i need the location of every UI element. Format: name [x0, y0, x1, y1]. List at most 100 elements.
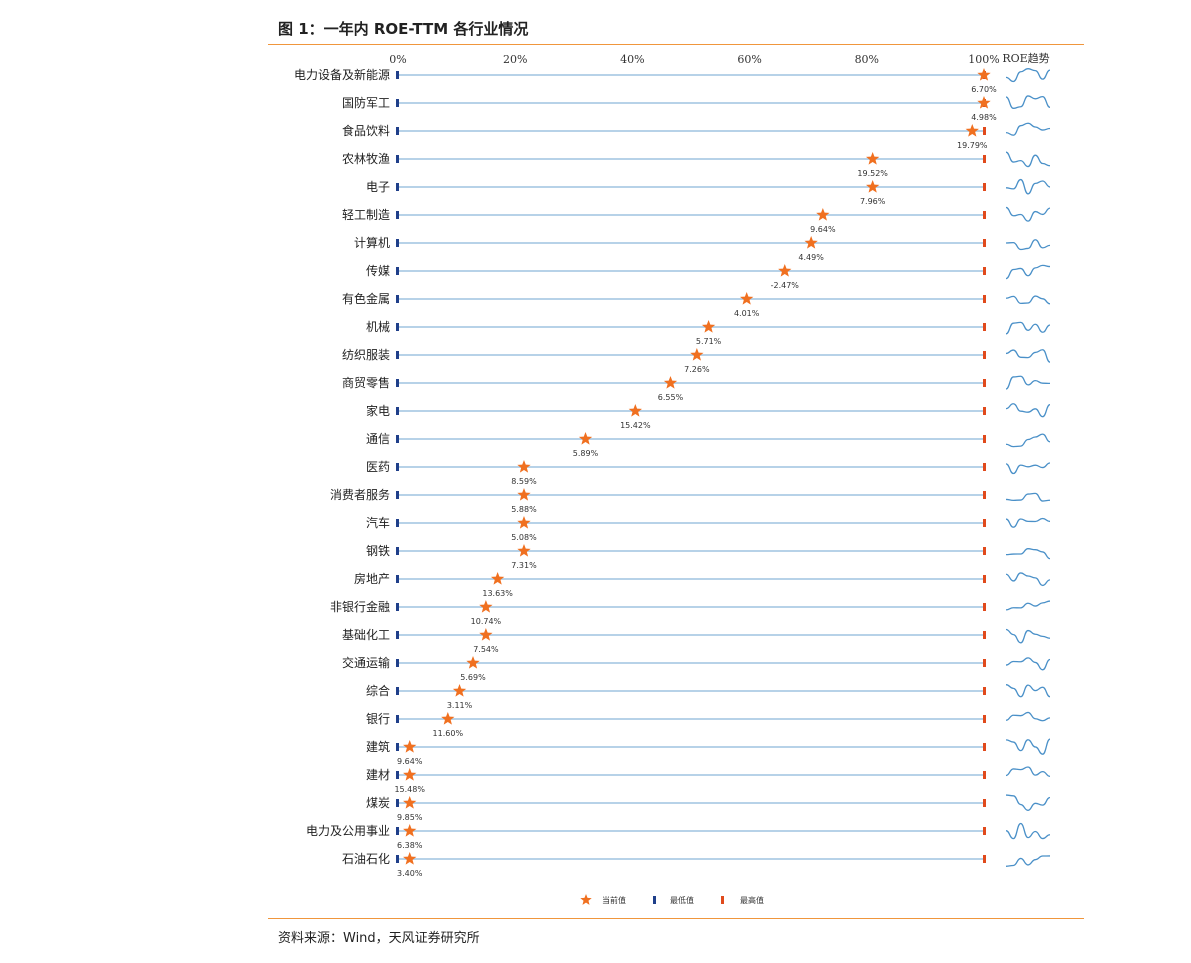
roe-trend-sparkline	[1005, 375, 1051, 390]
roe-trend-sparkline	[1005, 657, 1051, 671]
legend-current-star	[580, 894, 592, 905]
min-marker	[396, 519, 399, 527]
x-tick-label: 60%	[737, 53, 761, 66]
x-tick-label: 100%	[968, 53, 999, 66]
category-label: 建材	[366, 768, 390, 782]
roe-trend-sparkline	[1005, 766, 1051, 777]
current-value-star	[403, 796, 417, 809]
roe-trend-sparkline	[1005, 600, 1051, 611]
min-marker	[396, 463, 399, 471]
category-label: 电子	[366, 180, 390, 194]
value-label: 15.48%	[394, 785, 425, 794]
current-value-star	[517, 516, 531, 529]
roe-trend-sparkline	[1005, 738, 1051, 755]
max-marker	[983, 295, 986, 303]
category-label: 电力设备及新能源	[294, 67, 390, 82]
value-label: 7.96%	[860, 197, 886, 206]
min-marker	[396, 127, 399, 135]
category-label: 煤炭	[366, 796, 390, 810]
current-value-star	[866, 152, 880, 165]
roe-trend-sparkline	[1005, 684, 1051, 698]
category-label: 传媒	[366, 263, 390, 278]
max-marker	[983, 659, 986, 667]
current-value-star	[479, 600, 493, 613]
legend-max-marker	[721, 896, 724, 904]
max-marker	[983, 491, 986, 499]
category-label: 消费者服务	[330, 487, 390, 502]
current-value-star	[490, 572, 505, 585]
min-marker	[396, 351, 399, 359]
max-marker	[983, 743, 986, 751]
current-value-star	[816, 208, 830, 221]
current-value-star	[578, 432, 593, 445]
max-marker	[983, 323, 986, 331]
roe-trend-sparkline	[1005, 855, 1051, 867]
value-label: 4.98%	[971, 113, 997, 122]
roe-trend-sparkline	[1005, 321, 1051, 335]
max-marker	[983, 351, 986, 359]
roe-trend-sparkline	[1005, 517, 1051, 528]
roe-trend-sparkline	[1005, 151, 1051, 168]
max-marker	[983, 183, 986, 191]
current-value-star	[403, 740, 417, 753]
max-marker	[983, 155, 986, 163]
value-label: 9.85%	[397, 813, 423, 822]
category-label: 纺织服装	[342, 348, 390, 362]
x-tick-label: 20%	[503, 53, 527, 66]
current-value-star	[403, 824, 417, 837]
current-value-star	[479, 628, 493, 641]
current-value-star	[740, 292, 754, 305]
min-marker	[396, 323, 399, 331]
min-marker	[396, 631, 399, 639]
min-marker	[396, 267, 399, 275]
min-marker	[396, 71, 399, 79]
max-marker	[983, 407, 986, 415]
category-label: 有色金属	[342, 291, 390, 306]
value-label: 4.49%	[798, 253, 824, 262]
value-label: 7.26%	[684, 365, 710, 374]
legend-min-label: 最低值	[670, 895, 694, 905]
roe-trend-sparkline	[1005, 548, 1051, 560]
min-marker	[396, 211, 399, 219]
value-label: 6.55%	[658, 393, 684, 402]
current-value-star	[804, 236, 818, 249]
value-label: 5.69%	[460, 673, 486, 682]
roe-trend-sparkline	[1005, 711, 1051, 722]
min-marker	[396, 799, 399, 807]
max-marker	[983, 547, 986, 555]
roe-trend-sparkline	[1005, 433, 1051, 448]
value-label: 5.88%	[511, 505, 537, 514]
chart-title: 图 1：一年内 ROE-TTM 各行业情况	[278, 20, 529, 38]
roe-trend-sparkline	[1005, 68, 1051, 83]
max-marker	[983, 267, 986, 275]
max-marker	[983, 799, 986, 807]
roe-trend-sparkline	[1005, 206, 1051, 222]
max-marker	[983, 575, 986, 583]
roe-trend-sparkline	[1005, 264, 1051, 280]
min-marker	[396, 155, 399, 163]
value-label: 11.60%	[433, 729, 464, 738]
value-label: 19.52%	[857, 169, 888, 178]
value-label: 9.64%	[397, 757, 423, 766]
category-label: 钢铁	[366, 544, 390, 558]
x-tick-label: 80%	[855, 53, 879, 66]
current-value-star	[701, 320, 716, 333]
value-label: 6.38%	[397, 841, 423, 850]
min-marker	[396, 435, 399, 443]
max-marker	[983, 211, 986, 219]
bottom-divider	[268, 918, 1084, 919]
min-marker	[396, 407, 399, 415]
max-marker	[983, 827, 986, 835]
category-label: 国防军工	[342, 95, 390, 110]
value-label: 5.71%	[696, 337, 722, 346]
category-label: 通信	[366, 432, 390, 446]
max-marker	[983, 715, 986, 723]
category-label: 交通运输	[342, 655, 390, 670]
roe-trend-sparkline	[1005, 122, 1051, 136]
roe-trend-sparkline	[1005, 178, 1051, 195]
min-marker	[396, 239, 399, 247]
category-label: 基础化工	[342, 628, 390, 642]
roe-trend-sparkline	[1005, 239, 1051, 251]
max-marker	[983, 463, 986, 471]
current-value-star	[466, 656, 480, 669]
